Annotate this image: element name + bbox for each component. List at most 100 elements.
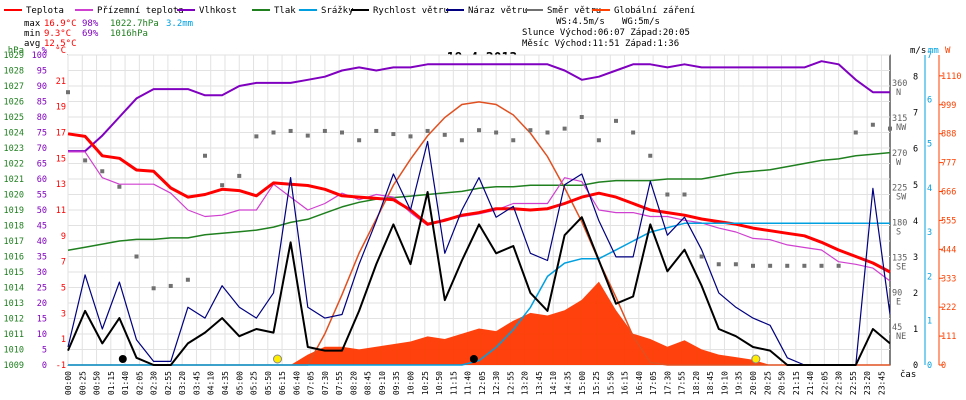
x-axis-tick: 21:40 — [806, 371, 815, 395]
x-axis-tick: 15:50 — [606, 371, 615, 395]
axis-direction-tick: 360 — [892, 79, 907, 89]
axis-hpa-tick: 1019 — [4, 206, 24, 216]
x-axis-tick: 10:00 — [407, 371, 416, 395]
wind-direction-point — [596, 138, 601, 143]
wind-direction-point — [83, 158, 88, 163]
series-rain — [68, 222, 890, 366]
wind-direction-point — [819, 263, 824, 268]
axis-hpa-tick: 1014 — [4, 284, 24, 294]
axis-rain-tick: 7 — [927, 51, 932, 61]
axis-humidity-percent-label: % — [42, 46, 48, 56]
x-axis-tick: 08:45 — [364, 371, 373, 395]
x-axis-tick: 15:25 — [592, 371, 601, 395]
axis-direction-label: NW — [896, 123, 907, 133]
stats-max-label: max — [24, 19, 41, 29]
axis-direction-label: N — [896, 88, 901, 98]
axis-hpa-tick: 1009 — [4, 361, 24, 371]
wind-direction-point — [853, 130, 858, 135]
axis-radiation-tick: 333 — [941, 274, 956, 284]
axis-humidity-percent-tick: 75 — [37, 129, 47, 139]
wind-direction-point — [408, 134, 413, 139]
stats-avg-temp: 12.5°C — [44, 39, 77, 49]
axis-radiation-tick: 444 — [941, 245, 956, 255]
wind-direction-point — [477, 128, 481, 133]
axis-direction-label: W — [896, 158, 902, 168]
wind-direction-point — [374, 128, 379, 133]
axis-temperature-label: °C — [55, 46, 66, 56]
series-temperature — [67, 132, 891, 274]
stats-panel: max 16.9°C 98% 1022.7hPa 3.2mm min 9.3°C 69% 101… — [24, 17, 690, 49]
info-sun: Slunce Východ:06:07 Západ:20:05 — [522, 28, 690, 38]
x-axis-tick: 15:00 — [578, 371, 587, 395]
x-axis-tick: 18:45 — [706, 371, 715, 395]
x-axis-tick: 20:50 — [778, 371, 787, 395]
wind-direction-point — [459, 138, 464, 143]
axis-radiation-label: W — [945, 46, 951, 56]
stats-max-hum: 98% — [82, 19, 99, 29]
axis-radiation-tick: 222 — [941, 303, 956, 313]
axis-humidity-percent-tick: 20 — [37, 299, 47, 309]
x-axis-tick: 06:15 — [278, 371, 287, 395]
x-axis-tick: 01:40 — [121, 371, 130, 395]
axis-wind-tick: 1 — [913, 325, 918, 335]
wind-direction-point — [271, 130, 276, 135]
x-axis-tick: 07:55 — [335, 371, 344, 395]
wind-direction-point — [768, 263, 773, 268]
stats-max-press: 1022.7hPa — [110, 19, 159, 29]
axis-radiation-tick: 888 — [941, 130, 956, 140]
info-ws: WS:4.5m/s — [556, 17, 605, 27]
x-axis-tick: 02:55 — [164, 371, 173, 395]
axis-hpa-tick: 1010 — [4, 346, 24, 356]
x-axis-tick: 23:20 — [863, 371, 872, 395]
right-axes: 360N315NW270W225SW180S135SE90E45NEm/s876… — [892, 46, 961, 371]
x-axis-tick: 05:50 — [264, 371, 273, 395]
x-axis-tick: 21:15 — [792, 371, 801, 395]
moonrise-marker — [469, 355, 478, 363]
axis-temperature-tick: 13 — [56, 180, 66, 190]
axis-humidity-percent-tick: 85 — [37, 98, 47, 108]
axis-hpa-tick: 1015 — [4, 268, 24, 278]
wind-direction-point — [288, 128, 293, 133]
stats-min-hum: 69% — [82, 29, 99, 39]
wind-direction-point — [357, 138, 362, 143]
axis-direction-label: E — [896, 297, 901, 307]
wind-direction-point — [151, 286, 156, 291]
axis-radiation-tick: 666 — [941, 188, 956, 198]
wind-direction-point — [528, 128, 533, 133]
axis-direction-tick: 315 — [892, 114, 907, 124]
axis-hpa-tick: 1021 — [4, 175, 24, 185]
x-axis-tick: 04:10 — [207, 371, 216, 395]
axis-rain-tick: 3 — [927, 228, 932, 238]
wind-direction-point — [716, 262, 721, 267]
wind-direction-point — [733, 262, 738, 267]
axis-rain-tick: 1 — [927, 317, 932, 327]
wind-direction-point — [100, 169, 105, 174]
wind-direction-point — [511, 138, 516, 143]
wind-direction-point — [579, 115, 584, 119]
axis-hpa-tick: 1011 — [4, 330, 24, 340]
axis-hpa-tick: 1016 — [4, 253, 24, 263]
axis-humidity-percent-tick: 60 — [37, 175, 47, 185]
stats-avg-label: avg — [24, 39, 40, 49]
wind-direction-point — [802, 263, 807, 268]
axis-humidity-percent-tick: 30 — [37, 268, 47, 278]
axis-radiation-tick: 777 — [941, 159, 956, 169]
axis-rain-tick: 6 — [927, 95, 932, 105]
axis-hpa-tick: 1012 — [4, 315, 24, 325]
x-axis-tick: 00:00 — [64, 371, 73, 395]
axis-temperature-tick: 3 — [61, 309, 66, 319]
x-axis-tick: 02:05 — [135, 371, 144, 395]
x-axis-tick: 22:05 — [820, 371, 829, 395]
axis-humidity-percent-tick: 90 — [37, 82, 47, 92]
wind-direction-point — [322, 128, 327, 133]
axis-temperature-tick: 7 — [61, 258, 66, 268]
wind-direction-point — [751, 263, 755, 268]
x-axis-tick: 10:25 — [421, 371, 430, 395]
x-axis-tick: 14:10 — [549, 371, 558, 395]
axis-radiation-tick: 111 — [941, 332, 956, 342]
x-axis-label: čas — [900, 369, 916, 380]
axis-direction-tick: 270 — [892, 149, 907, 159]
axis-humidity-percent-tick: 50 — [37, 206, 47, 216]
x-axis-tick: 07:30 — [321, 371, 330, 395]
legend: Teplota Přízemní teplota Vlhkost Tlak Srážky… — [4, 6, 695, 16]
